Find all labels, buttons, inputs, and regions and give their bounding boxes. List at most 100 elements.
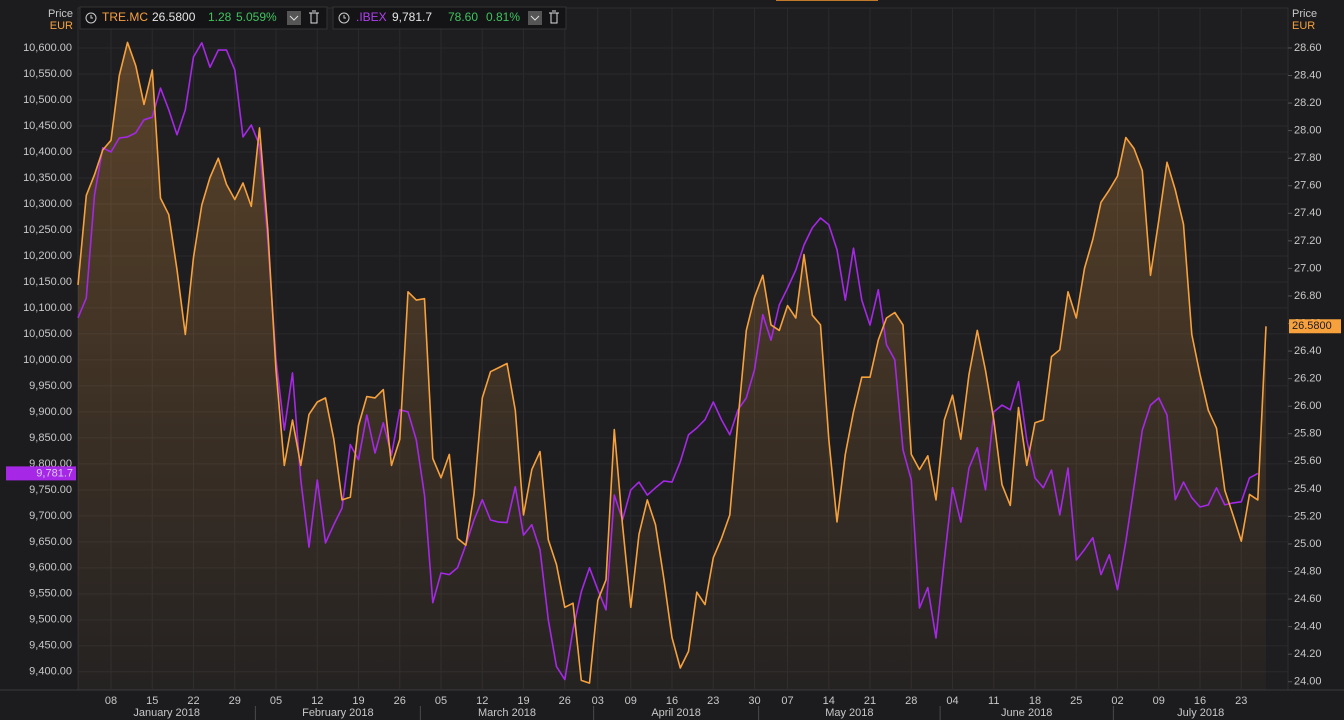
dropdown-arrow (289, 15, 299, 21)
x-tick-label: 28 (905, 695, 917, 707)
x-tick-label: 14 (823, 695, 835, 707)
y2-tick-label: 28.40 (1294, 69, 1322, 81)
x-tick-label: 21 (864, 695, 876, 707)
legend-box (332, 6, 567, 30)
series-line (77, 41, 1267, 684)
x-tick-label: 11 (988, 695, 999, 707)
x-tick-label: 19 (517, 695, 529, 707)
y2-tick-label: 24.60 (1294, 593, 1322, 605)
dropdown-arrow (530, 15, 540, 21)
month-label: February 2018 (302, 707, 374, 719)
y2-tick-label: 25.20 (1294, 510, 1322, 522)
y2-axis-label: Price (1292, 8, 1317, 20)
dropdown-button[interactable] (287, 11, 301, 25)
y2-tick-label: 28.20 (1294, 97, 1322, 109)
y-tick-label: 10,400.00 (23, 146, 72, 158)
legend-price: 26.5800 (152, 10, 196, 24)
y2-tick-label: 24.40 (1294, 621, 1322, 633)
last-value-tag (1289, 319, 1341, 334)
x-tick-label: 15 (146, 695, 158, 707)
x-tick-label: 05 (435, 695, 447, 707)
clock-icon (338, 12, 350, 24)
marks (77, 41, 1267, 690)
y-tick-label: 10,050.00 (23, 328, 72, 340)
last-value-label: 9,781.7 (36, 467, 73, 479)
y-axis-label: Price (48, 8, 73, 20)
y-tick-label: 10,150.00 (23, 276, 72, 288)
legend-name: .IBEX (356, 10, 387, 24)
y-tick-label: 10,350.00 (23, 172, 72, 184)
y-tick-label: 10,600.00 (23, 42, 72, 54)
x-tick-label: 23 (707, 695, 719, 707)
x-tick-label: 08 (105, 695, 117, 707)
legend-price: 9,781.7 (392, 10, 432, 24)
x-tick-label: 19 (352, 695, 364, 707)
series-area (78, 42, 1266, 690)
y2-tick-label: 24.20 (1294, 648, 1322, 660)
legend-change-pct: 5.059% (236, 10, 277, 24)
x-tick-label: 09 (1153, 695, 1165, 707)
y2-tick-label: 25.60 (1294, 455, 1322, 467)
legend-change: 78.60 (448, 10, 478, 24)
y-tick-label: 10,250.00 (23, 224, 72, 236)
month-label: July 2018 (1177, 707, 1224, 719)
trash-icon[interactable] (309, 10, 319, 24)
y2-tick-label: 28.60 (1294, 42, 1322, 54)
y2-axis-unit: EUR (1292, 20, 1315, 32)
last-value-label: 26.5800 (1292, 320, 1332, 332)
month-label: January 2018 (133, 707, 200, 719)
y-tick-label: 9,400.00 (29, 666, 72, 678)
legend-name: TRE.MC (102, 10, 148, 24)
x-tick-label: 12 (476, 695, 488, 707)
y-tick-label: 9,700.00 (29, 510, 72, 522)
x-tick-label: 04 (946, 695, 958, 707)
x-tick-label: 12 (311, 695, 323, 707)
y2-tick-label: 26.00 (1294, 400, 1322, 412)
y2-tick-label: 24.00 (1294, 676, 1322, 688)
y-tick-label: 10,100.00 (23, 302, 72, 314)
y2-tick-label: 26.40 (1294, 345, 1322, 357)
y-tick-label: 10,450.00 (23, 120, 72, 132)
x-tick-label: 05 (270, 695, 282, 707)
y-tick-label: 10,500.00 (23, 94, 72, 106)
month-label: May 2018 (825, 707, 873, 719)
x-tick-label: 25 (1070, 695, 1082, 707)
trash-icon[interactable] (549, 10, 559, 24)
y2-tick-label: 27.20 (1294, 235, 1322, 247)
legend: TRE.MC 26.5800 1.28 5.059% .IBEX 9,781.7… (79, 6, 567, 30)
x-tick-label: 30 (748, 695, 760, 707)
y2-tick-label: 26.80 (1294, 290, 1322, 302)
y2-tick-label: 25.40 (1294, 483, 1322, 495)
y-axis-unit: EUR (50, 20, 73, 32)
x-tick-label: 26 (394, 695, 406, 707)
y-tick-label: 9,600.00 (29, 562, 72, 574)
y-tick-label: 9,450.00 (29, 640, 72, 652)
y-tick-label: 9,500.00 (29, 614, 72, 626)
x-tick-label: 29 (229, 695, 241, 707)
y-tick-label: 9,900.00 (29, 406, 72, 418)
x-tick-label: 16 (666, 695, 678, 707)
month-label: March 2018 (478, 707, 536, 719)
y2-tick-label: 26.20 (1294, 373, 1322, 385)
clock-hand (343, 15, 346, 19)
x-tick-label: 23 (1235, 695, 1247, 707)
legend-box (79, 6, 328, 30)
month-label: April 2018 (651, 707, 701, 719)
y2-tick-label: 24.80 (1294, 565, 1322, 577)
clock-icon (85, 12, 97, 24)
x-tick-label: 16 (1194, 695, 1206, 707)
legend-change: 1.28 (208, 10, 232, 24)
dropdown-button[interactable] (528, 11, 542, 25)
clock-hand (90, 15, 93, 19)
x-tick-label: 09 (625, 695, 637, 707)
y2-tick-label: 27.60 (1294, 180, 1322, 192)
legend-change-pct: 0.81% (486, 10, 520, 24)
y2-tick-label: 25.00 (1294, 538, 1322, 550)
x-tick-label: 22 (187, 695, 199, 707)
y-tick-label: 10,000.00 (23, 354, 72, 366)
x-tick-label: 03 (592, 695, 604, 707)
y-tick-label: 10,300.00 (23, 198, 72, 210)
y2-tick-label: 25.80 (1294, 428, 1322, 440)
axes: Price EUR Price EUR 9,400.00 9,450.00 9,50… (6, 8, 1341, 720)
